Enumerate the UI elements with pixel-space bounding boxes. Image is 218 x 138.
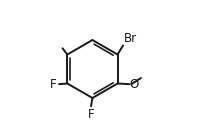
Text: F: F (50, 78, 57, 91)
Text: Br: Br (124, 32, 137, 45)
Text: O: O (130, 78, 139, 91)
Text: F: F (88, 108, 94, 121)
